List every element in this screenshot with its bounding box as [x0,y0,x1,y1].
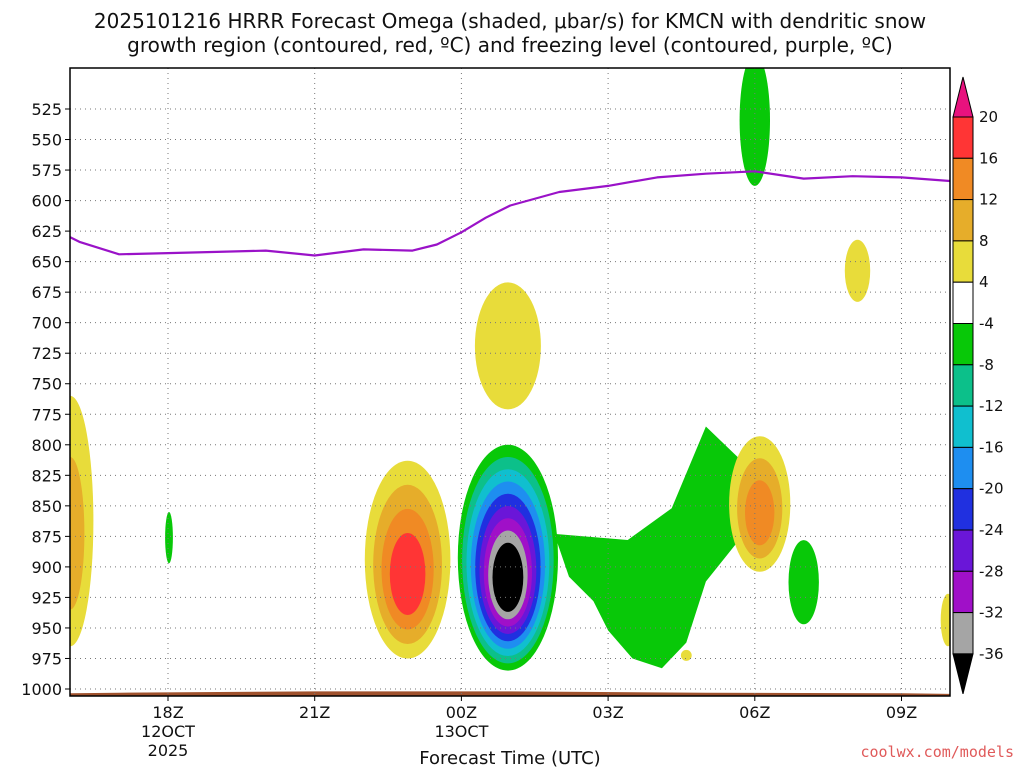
omega-cell-i-level-0 [788,540,819,625]
colorbar-label-11: -28 [979,562,1004,580]
colorbar-label-8: -16 [979,438,1004,456]
freezing-level-line [70,170,950,257]
y-axis: 525 550 575 600 625 650 675 700 725 750 775 800 825 8… [21,100,70,699]
y-tick-label-925: 925 [31,588,62,607]
colorbar-band-4 [952,281,974,325]
x-tick-label-09Z: 09Z [886,703,917,722]
colorbar-band-7 [952,405,974,448]
omega-cell-e-level-0 [474,282,541,410]
colorbar-label-7: -12 [979,397,1004,415]
y-tick-label-525: 525 [31,100,62,119]
colorbar-band-0 [952,116,974,159]
colorbar: 20 16 12 8 4 -4 -8 -12 -16 -20 -24 -28 -32 -36 [952,76,1004,695]
colorbar-label-3: 8 [979,232,989,250]
colorbar-label-2: 12 [979,191,998,209]
omega-cell-h-level-2 [745,480,775,546]
omega-cell-g-level-0 [844,239,871,302]
y-tick-label-800: 800 [31,436,62,455]
x-tick-label-18Z: 18Z [152,703,183,722]
gridlines [70,68,950,696]
colorbar-band-8 [952,446,974,490]
ground-layer [70,691,950,696]
y-tick-label-675: 675 [31,283,62,302]
credit-text: coolwx.com/models [860,743,1014,761]
ground-surface [70,691,950,696]
x-tick-date-18Z: 12OCT [141,722,195,741]
x-tick-date-00Z: 13OCT [434,722,488,741]
colorbar-band-9 [952,488,974,531]
y-tick-label-725: 725 [31,344,62,363]
y-tick-label-900: 900 [31,558,62,577]
y-tick-label-550: 550 [31,131,62,150]
omega-shading [70,68,950,671]
y-tick-label-1000: 1000 [21,680,62,699]
x-tick-label-00Z: 00Z [446,703,477,722]
y-tick-label-650: 650 [31,253,62,272]
colorbar-band-6 [952,364,974,407]
plot-frame [69,67,951,697]
y-tick-label-875: 875 [31,527,62,546]
chart-title-line-1: 2025101216 HRRR Forecast Omega (shaded, … [94,9,926,33]
y-tick-label-850: 850 [31,497,62,516]
colorbar-band-12 [952,612,974,655]
colorbar-band-1 [952,157,974,201]
omega-cell-a-level-1 [70,457,85,610]
colorbar-label-1: 16 [979,149,998,167]
colorbar-band-5 [952,323,974,366]
x-tick-year-18Z: 2025 [148,741,189,760]
omega-cell-c-level-3 [389,533,426,615]
x-tick-label-21Z: 21Z [299,703,330,722]
x-tick-label-06Z: 06Z [739,703,770,722]
omega-cell-j-level-0 [680,649,692,661]
omega-cell-f-level-0 [739,68,770,186]
y-tick-label-575: 575 [31,161,62,180]
colorbar-label-12: -32 [979,604,1004,622]
colorbar-label-4: 4 [979,273,989,291]
colorbar-band-11 [952,570,974,614]
omega-cell-b-level-0 [165,511,173,564]
y-tick-label-700: 700 [31,314,62,333]
colorbar-label-9: -20 [979,480,1004,498]
omega-region-green [554,426,770,669]
colorbar-band-3 [952,240,974,283]
y-tick-label-750: 750 [31,375,62,394]
colorbar-label-0: 20 [979,108,998,126]
x-axis-label: Forecast Time (UTC) [419,748,600,768]
freezing-level-layer [70,170,950,257]
colorbar-label-10: -24 [979,521,1004,539]
omega-cell-k-level-0 [940,593,950,647]
y-tick-label-625: 625 [31,222,62,241]
chart-title-line-2: growth region (contoured, red, ºC) and f… [127,33,893,57]
colorbar-label-5: -4 [979,315,994,333]
y-tick-label-775: 775 [31,405,62,424]
colorbar-bottom-arrow [952,653,974,695]
y-tick-label-600: 600 [31,192,62,211]
omega-cell-d-level-8 [492,542,524,612]
colorbar-band-2 [952,199,974,242]
y-tick-label-950: 950 [31,619,62,638]
x-tick-label-03Z: 03Z [592,703,623,722]
y-tick-label-975: 975 [31,649,62,668]
colorbar-label-6: -8 [979,356,994,374]
colorbar-band-10 [952,529,974,572]
y-tick-label-825: 825 [31,466,62,485]
colorbar-label-13: -36 [979,645,1004,663]
